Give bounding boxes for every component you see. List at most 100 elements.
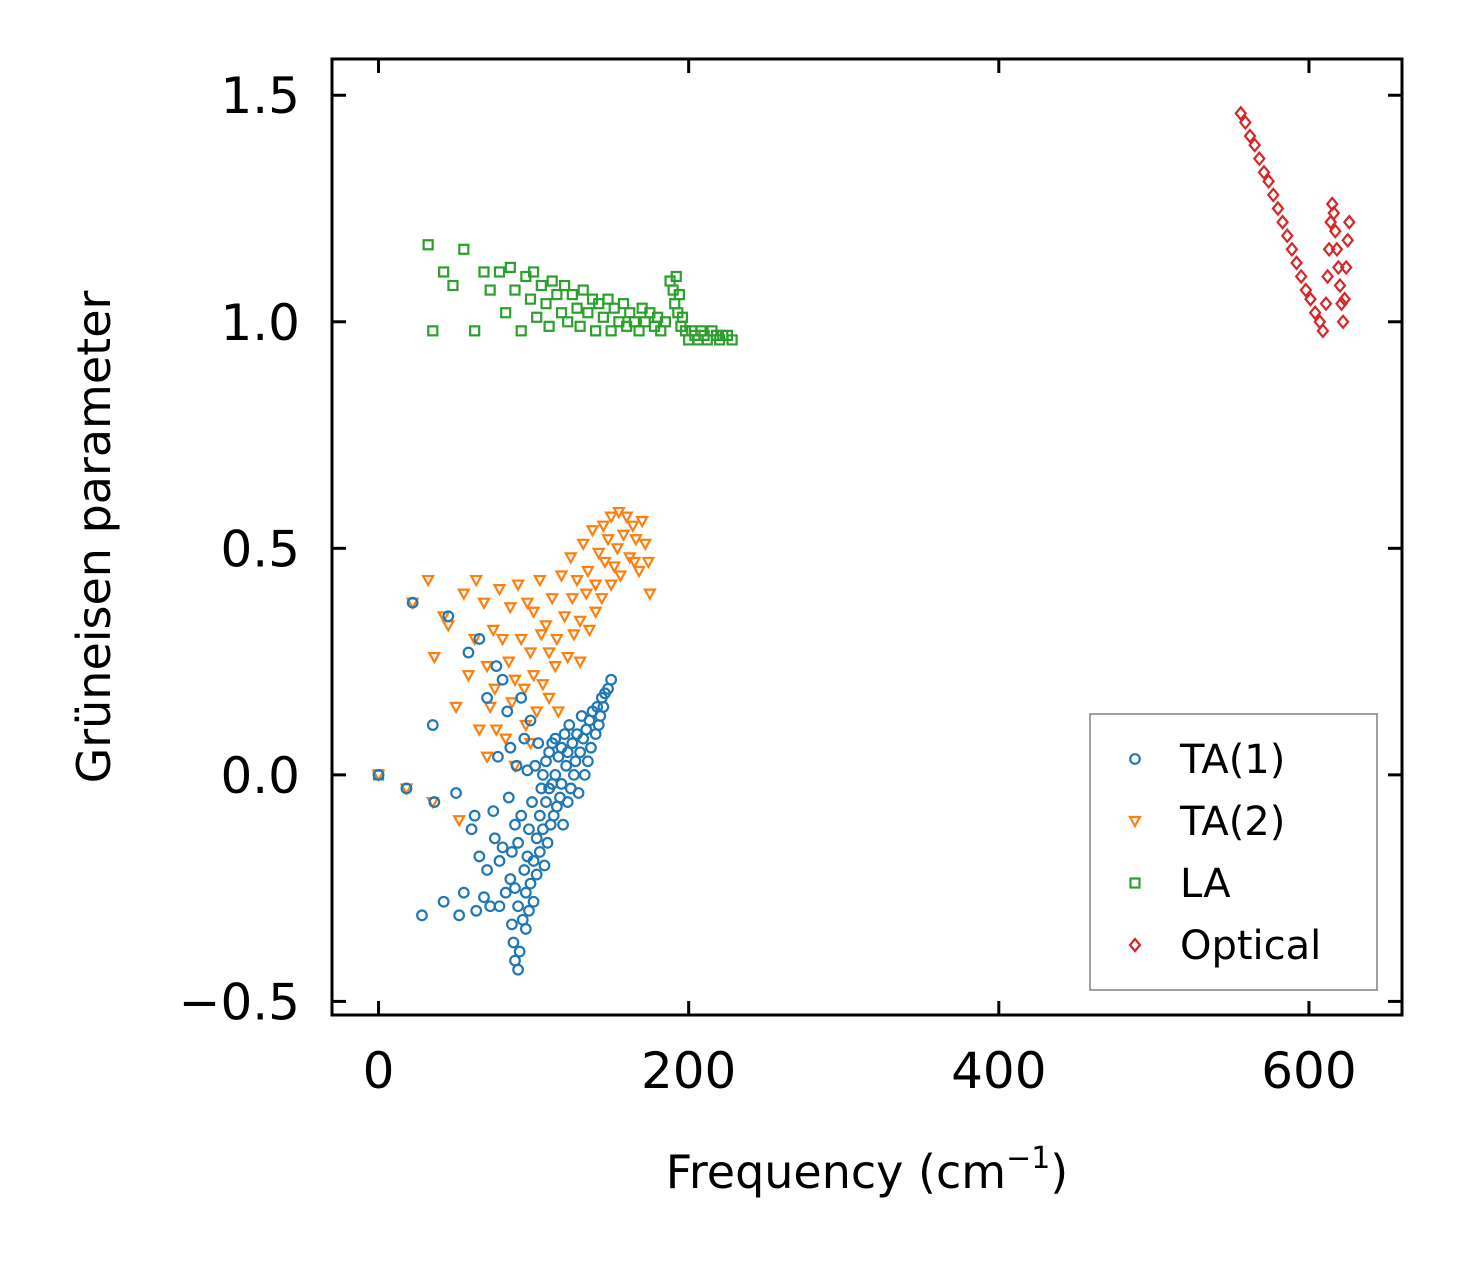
point-ta-1 <box>581 755 594 768</box>
point-la <box>562 316 574 328</box>
point-la <box>469 325 481 337</box>
point-ta-2 <box>534 629 549 642</box>
plot-frame <box>330 57 1404 1017</box>
point-ta-1 <box>518 864 531 876</box>
point-la <box>633 325 645 337</box>
point-ta-1 <box>501 705 514 718</box>
point-ta-2 <box>573 656 587 669</box>
point-ta-2 <box>542 692 556 706</box>
point-la <box>447 279 459 292</box>
point-ta-2 <box>588 579 603 592</box>
point-ta-2 <box>601 534 615 547</box>
point-ta-1 <box>549 732 562 745</box>
point-la <box>670 270 682 283</box>
point-ta-2 <box>548 661 563 674</box>
point-ta-1 <box>592 719 605 731</box>
point-ta-2 <box>441 620 456 633</box>
point-ta-2 <box>427 651 442 665</box>
legend-label-optical: Optical <box>1180 923 1321 969</box>
y-tick-label: 1.5 <box>220 67 300 125</box>
point-ta-1 <box>555 778 568 790</box>
point-ta-2 <box>613 570 628 583</box>
point-ta-1 <box>437 895 450 908</box>
point-ta-2 <box>511 579 525 592</box>
point-optical <box>1328 223 1342 239</box>
point-ta-1 <box>507 936 520 949</box>
point-optical <box>1330 241 1344 258</box>
point-ta-2 <box>536 679 550 692</box>
point-ta-2 <box>449 701 463 715</box>
point-ta-1 <box>416 909 428 922</box>
point-ta-2 <box>596 520 611 533</box>
point-ta-2 <box>632 565 646 579</box>
point-ta-1 <box>538 859 551 872</box>
point-ta-2 <box>616 529 631 542</box>
point-ta-2 <box>421 574 436 588</box>
point-la <box>551 289 563 301</box>
legend-label-la: LA <box>1180 861 1231 907</box>
point-la <box>555 307 568 319</box>
y-tick-label: 1.0 <box>220 294 300 352</box>
point-ta-2 <box>635 516 650 529</box>
point-la <box>540 298 552 310</box>
point-ta-1 <box>502 791 515 804</box>
point-ta-1 <box>513 945 526 958</box>
point-la <box>617 298 630 310</box>
point-ta-2 <box>549 633 564 647</box>
point-ta-1 <box>468 809 481 822</box>
point-optical <box>1335 295 1348 312</box>
point-ta-1 <box>492 750 504 763</box>
point-ta-1 <box>563 719 576 731</box>
point-ta-1 <box>470 904 483 917</box>
point-ta-2 <box>539 620 553 633</box>
point-ta-1 <box>490 660 503 673</box>
point-ta-2 <box>619 511 634 524</box>
point-ta-1 <box>504 741 517 754</box>
point-la <box>535 279 547 292</box>
point-ta-1 <box>527 895 540 908</box>
point-ta-1 <box>488 832 501 845</box>
point-ta-1 <box>530 868 543 881</box>
point-ta-2 <box>563 552 578 565</box>
point-ta-2 <box>542 647 556 660</box>
point-ta-2 <box>492 584 507 597</box>
point-ta-2 <box>498 733 513 746</box>
point-la <box>582 307 594 319</box>
point-la <box>659 316 672 328</box>
point-ta-1 <box>462 646 475 659</box>
point-ta-1 <box>426 719 439 731</box>
point-ta-1 <box>496 841 509 854</box>
point-ta-1 <box>523 904 535 917</box>
point-optical <box>1271 200 1285 217</box>
point-ta-2 <box>582 624 597 638</box>
point-ta-1 <box>519 886 532 899</box>
point-ta-1 <box>566 737 579 750</box>
point-la <box>605 325 617 337</box>
point-la <box>571 302 583 314</box>
point-ta-1 <box>512 836 524 849</box>
point-optical <box>1276 214 1290 230</box>
point-ta-1 <box>515 809 528 822</box>
point-ta-2 <box>591 547 606 561</box>
point-ta-2 <box>456 588 471 601</box>
point-ta-1 <box>558 728 571 740</box>
point-ta-1 <box>496 673 509 686</box>
point-optical <box>1316 323 1330 339</box>
point-ta-2 <box>625 520 640 533</box>
point-ta-1 <box>561 796 574 808</box>
point-ta-2 <box>604 579 618 592</box>
point-optical <box>1266 187 1280 203</box>
point-la <box>524 293 537 305</box>
point-ta-2 <box>641 556 656 570</box>
point-ta-2 <box>523 647 538 660</box>
point-optical <box>1342 214 1356 230</box>
point-ta-1 <box>605 673 618 686</box>
point-la <box>590 325 602 337</box>
point-ta-1 <box>518 732 531 745</box>
point-ta-1 <box>453 909 466 922</box>
x-tick-label: 200 <box>641 1042 736 1100</box>
point-ta-2 <box>517 683 532 697</box>
point-ta-1 <box>524 714 537 727</box>
point-ta-2 <box>514 633 529 647</box>
point-ta-1 <box>505 845 518 858</box>
